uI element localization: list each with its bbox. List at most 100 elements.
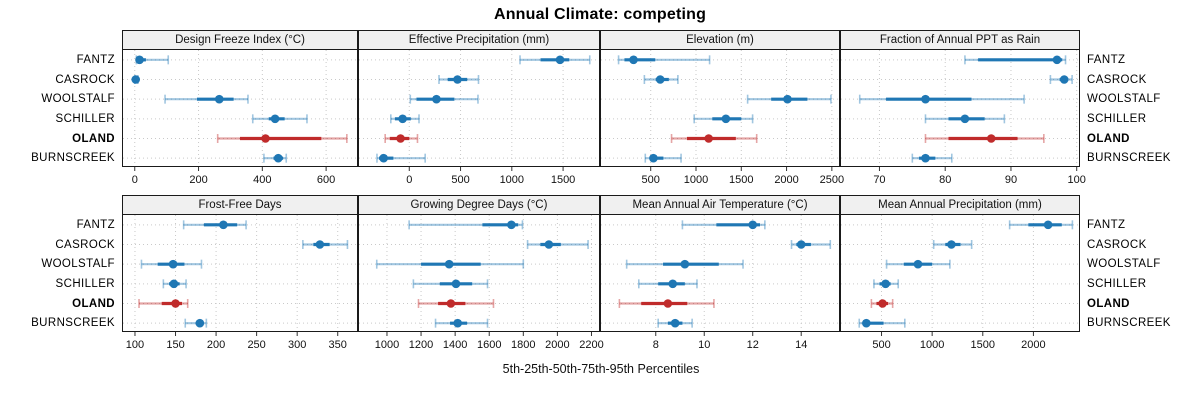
panel-plot <box>122 214 358 336</box>
panel-border <box>122 49 358 167</box>
median-dot <box>379 153 388 163</box>
x-axis-caption: 5th-25th-50th-75th-95th Percentiles <box>502 362 700 376</box>
median-dot <box>171 299 180 308</box>
median-dot <box>131 75 141 84</box>
median-dot <box>668 279 678 289</box>
median-dot <box>544 240 554 249</box>
series-schiller <box>873 279 900 289</box>
panel-strip-title: Growing Degree Days (°C) <box>358 195 600 215</box>
median-dot <box>451 279 461 289</box>
axis-tick-label: 500 <box>872 339 891 351</box>
site-label-left-woolstalf: WOOLSTALF <box>41 93 115 106</box>
site-label-right-schiller: SCHILLER <box>1087 277 1147 290</box>
series-oland <box>870 299 894 308</box>
site-label-right-casrock: CASROCK <box>1087 238 1147 251</box>
site-label-left-burnscreek: BURNSCREEK <box>31 317 115 330</box>
median-dot <box>444 259 454 269</box>
axis-tick-label: 1000 <box>374 339 400 351</box>
series-burnscreek <box>376 153 426 163</box>
median-dot <box>261 134 270 143</box>
median-dot <box>432 94 441 104</box>
median-dot <box>507 220 516 230</box>
series-casrock <box>790 240 832 249</box>
series-fantz <box>964 55 1067 65</box>
median-dot <box>195 318 205 328</box>
site-label-left-schiller: SCHILLER <box>55 277 115 290</box>
series-schiller <box>162 279 187 289</box>
series-oland <box>384 134 419 143</box>
median-dot <box>947 240 956 249</box>
site-label-right-fantz: FANTZ <box>1087 53 1126 66</box>
axis-tick-label: 1000 <box>499 174 525 186</box>
series-woolstalf <box>625 259 744 269</box>
series-burnscreek <box>858 318 906 328</box>
panel-strip-title: Fraction of Annual PPT as Rain <box>840 30 1080 50</box>
median-dot <box>453 75 462 84</box>
axis-tick-label: 100 <box>125 339 145 351</box>
series-fantz <box>135 55 170 65</box>
series-schiller <box>924 114 1006 124</box>
site-label-right-woolstalf: WOOLSTALF <box>1087 93 1161 106</box>
panel-strip-title: Mean Annual Air Temperature (°C) <box>600 195 840 215</box>
axis-tick-label: 0 <box>406 174 413 186</box>
series-oland <box>138 299 189 308</box>
median-dot <box>748 220 758 230</box>
site-label-left-fantz: FANTZ <box>76 53 115 66</box>
panel-plot <box>122 49 358 171</box>
median-dot <box>881 279 890 289</box>
median-dot <box>878 299 887 308</box>
axis-tick-label: 600 <box>316 174 336 186</box>
panel-plot <box>358 214 600 336</box>
median-dot <box>913 259 923 269</box>
median-dot <box>169 279 179 289</box>
site-label-right-fantz: FANTZ <box>1087 218 1126 231</box>
axis-tick-label: 350 <box>328 339 347 351</box>
series-oland <box>417 299 495 308</box>
panel-plot <box>840 214 1080 336</box>
panel-border <box>358 49 600 167</box>
series-woolstalf <box>140 259 203 269</box>
axis-tick-label: 1400 <box>442 339 468 351</box>
site-label-left-schiller: SCHILLER <box>55 112 115 125</box>
median-dot <box>986 134 996 143</box>
panel-strip-title: Frost-Free Days <box>122 195 358 215</box>
median-dot <box>396 134 405 143</box>
series-casrock <box>302 240 349 249</box>
series-woolstalf <box>375 259 525 269</box>
axis-tick-label: 1500 <box>970 339 996 351</box>
panel-border <box>358 214 600 332</box>
series-oland <box>216 134 348 143</box>
series-casrock <box>1049 75 1073 84</box>
axis-tick-label: 2200 <box>579 339 604 351</box>
median-dot <box>168 259 178 269</box>
series-schiller <box>412 279 489 289</box>
series-woolstalf <box>746 94 832 104</box>
series-schiller <box>251 114 308 124</box>
median-dot <box>398 114 407 124</box>
panel-strip-title: Effective Precipitation (mm) <box>358 30 600 50</box>
axis-tick-label: 2000 <box>1021 339 1046 351</box>
series-fantz <box>681 220 766 230</box>
site-label-right-casrock: CASROCK <box>1087 73 1147 86</box>
series-schiller <box>693 114 754 124</box>
series-oland <box>670 134 758 143</box>
axis-tick-label: 12 <box>746 339 759 351</box>
axis-tick-label: 14 <box>795 339 808 351</box>
series-fantz <box>182 220 247 230</box>
series-fantz <box>617 55 711 65</box>
site-label-left-oland: OLAND <box>72 132 115 145</box>
median-dot <box>960 114 970 124</box>
site-label-right-woolstalf: WOOLSTALF <box>1087 258 1161 271</box>
median-dot <box>135 55 144 65</box>
series-fantz <box>519 55 591 65</box>
axis-tick-label: 1000 <box>683 174 709 186</box>
median-dot <box>663 299 673 308</box>
median-dot <box>270 114 280 124</box>
panel-border <box>600 214 840 332</box>
median-dot <box>796 240 806 249</box>
median-dot <box>783 94 792 104</box>
site-label-right-burnscreek: BURNSCREEK <box>1087 152 1171 165</box>
axis-tick-label: 10 <box>698 339 711 351</box>
axis-tick-label: 1200 <box>408 339 434 351</box>
axis-tick-label: 400 <box>253 174 272 186</box>
